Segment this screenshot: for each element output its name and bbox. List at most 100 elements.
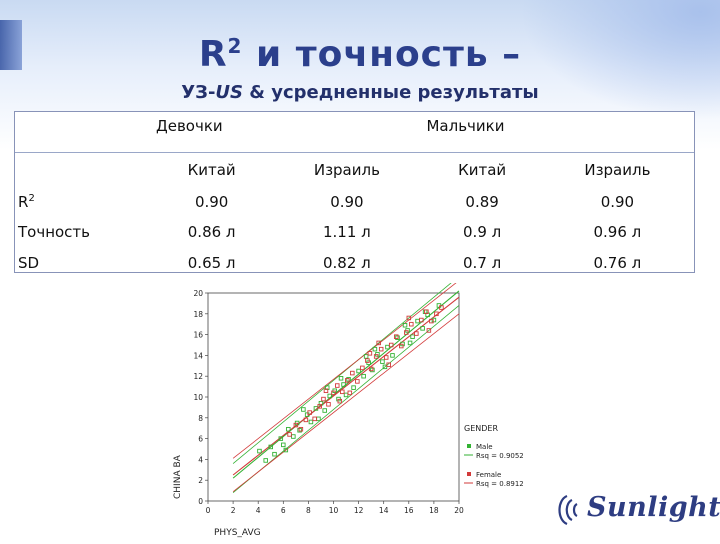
data-point bbox=[317, 404, 322, 409]
y-tick-label: 0 bbox=[198, 497, 203, 506]
subtitle-part-b: US bbox=[215, 82, 244, 103]
data-point bbox=[388, 342, 394, 348]
subtitle-part-a: УЗ- bbox=[181, 82, 216, 103]
row-label: R2 bbox=[18, 193, 35, 211]
data-point bbox=[368, 366, 374, 372]
y-tick-label: 4 bbox=[198, 455, 203, 464]
data-point bbox=[361, 373, 366, 379]
data-point bbox=[350, 370, 355, 376]
x-tick-label: 0 bbox=[206, 506, 211, 515]
data-point bbox=[424, 309, 429, 314]
data-point bbox=[365, 358, 370, 363]
table-corner-cell bbox=[14, 111, 154, 153]
sunlight-logo: Sunlight bbox=[553, 490, 720, 530]
results-table: Девочки Мальчики Китай Израиль Китай Изр… bbox=[14, 111, 695, 279]
data-point bbox=[321, 396, 326, 402]
data-point bbox=[429, 318, 434, 324]
data-point bbox=[419, 317, 424, 323]
row-label: SD bbox=[18, 254, 40, 272]
x-tick-label: 20 bbox=[454, 506, 464, 515]
scatter-plot-svg: 0 2 4 6 8 10 12 14 16 18 20 0 2 4 6 8 10 12 14 16 18 20 PHYS_A… bbox=[173, 276, 524, 538]
data-point bbox=[281, 442, 286, 448]
data-point bbox=[370, 367, 375, 373]
x-tick-label: 12 bbox=[354, 506, 364, 515]
title-superscript: 2 bbox=[227, 34, 243, 58]
table-cell: 0.76 л bbox=[593, 254, 642, 272]
data-point bbox=[340, 389, 345, 395]
data-point bbox=[372, 346, 378, 352]
data-point bbox=[318, 400, 324, 406]
row-label: Точность bbox=[18, 223, 91, 241]
data-point bbox=[308, 419, 314, 425]
x-tick-label: 2 bbox=[231, 506, 236, 515]
slide-corner-decoration bbox=[520, 0, 720, 120]
data-point bbox=[407, 340, 413, 346]
slide-title: R2 и точность – bbox=[0, 34, 720, 75]
data-point bbox=[406, 315, 412, 321]
table-group-header-row: Девочки Мальчики bbox=[14, 111, 695, 153]
data-point bbox=[322, 408, 327, 413]
data-point bbox=[356, 368, 361, 374]
data-point bbox=[351, 385, 356, 390]
table-column-header-row: Китай Израиль Китай Израиль bbox=[14, 153, 695, 188]
data-point bbox=[297, 428, 302, 433]
data-point bbox=[263, 458, 268, 463]
table-cell: 0.96 л bbox=[593, 223, 642, 241]
legend-entry-name: Male bbox=[476, 443, 493, 451]
column-header: Израиль bbox=[313, 161, 380, 179]
data-point bbox=[272, 451, 277, 457]
logo-mark-icon bbox=[558, 494, 578, 526]
data-point bbox=[393, 334, 399, 339]
data-point bbox=[278, 436, 284, 441]
data-point bbox=[286, 426, 291, 432]
data-point bbox=[409, 321, 414, 327]
confidence-line bbox=[232, 305, 460, 493]
confidence-line bbox=[232, 276, 460, 464]
group-header-girls: Девочки bbox=[154, 111, 425, 153]
data-point bbox=[312, 416, 317, 422]
legend-entry-name: Female bbox=[476, 471, 501, 479]
table-cell: 0.89 bbox=[465, 193, 499, 211]
data-point bbox=[307, 410, 312, 415]
y-tick-label: 14 bbox=[193, 351, 203, 360]
data-point bbox=[324, 385, 330, 390]
data-point bbox=[373, 354, 379, 359]
y-tick-label: 8 bbox=[198, 414, 203, 423]
data-point bbox=[355, 379, 360, 384]
data-point bbox=[402, 322, 408, 328]
title-main: R bbox=[198, 34, 228, 75]
data-point bbox=[439, 305, 444, 310]
confidence-line bbox=[232, 280, 460, 459]
data-point bbox=[293, 422, 299, 428]
legend-title: GENDER bbox=[464, 424, 498, 433]
data-point bbox=[327, 393, 332, 399]
data-point bbox=[287, 432, 292, 437]
data-point bbox=[376, 340, 381, 346]
data-point bbox=[386, 362, 391, 368]
x-tick-label: 16 bbox=[404, 506, 414, 515]
legend-swatch bbox=[467, 444, 471, 448]
y-axis-label: CHINA BA bbox=[173, 454, 183, 499]
y-tick-label: 12 bbox=[193, 372, 203, 381]
legend-swatch bbox=[467, 472, 471, 476]
x-tick-label: 14 bbox=[379, 506, 389, 515]
data-point bbox=[363, 354, 369, 359]
table-cell: 0.65 л bbox=[187, 254, 236, 272]
data-point bbox=[431, 317, 437, 323]
data-point bbox=[410, 334, 415, 339]
data-point bbox=[341, 382, 346, 387]
data-point bbox=[395, 335, 400, 340]
title-rest: и точность – bbox=[242, 34, 522, 75]
data-point bbox=[425, 312, 430, 318]
x-axis-label: PHYS_AVG bbox=[214, 528, 261, 538]
data-point bbox=[404, 330, 409, 335]
legend-entry-rsq: Rsq = 0.8912 bbox=[476, 480, 524, 488]
data-point bbox=[338, 376, 344, 381]
x-tick-label: 10 bbox=[329, 506, 339, 515]
y-tick-label: 16 bbox=[193, 331, 203, 340]
data-point bbox=[390, 353, 395, 358]
data-point bbox=[298, 426, 304, 432]
table-corner-cell-2 bbox=[14, 153, 154, 188]
y-tick-label: 6 bbox=[198, 435, 203, 444]
table-cell: 0.86 л bbox=[187, 223, 236, 241]
